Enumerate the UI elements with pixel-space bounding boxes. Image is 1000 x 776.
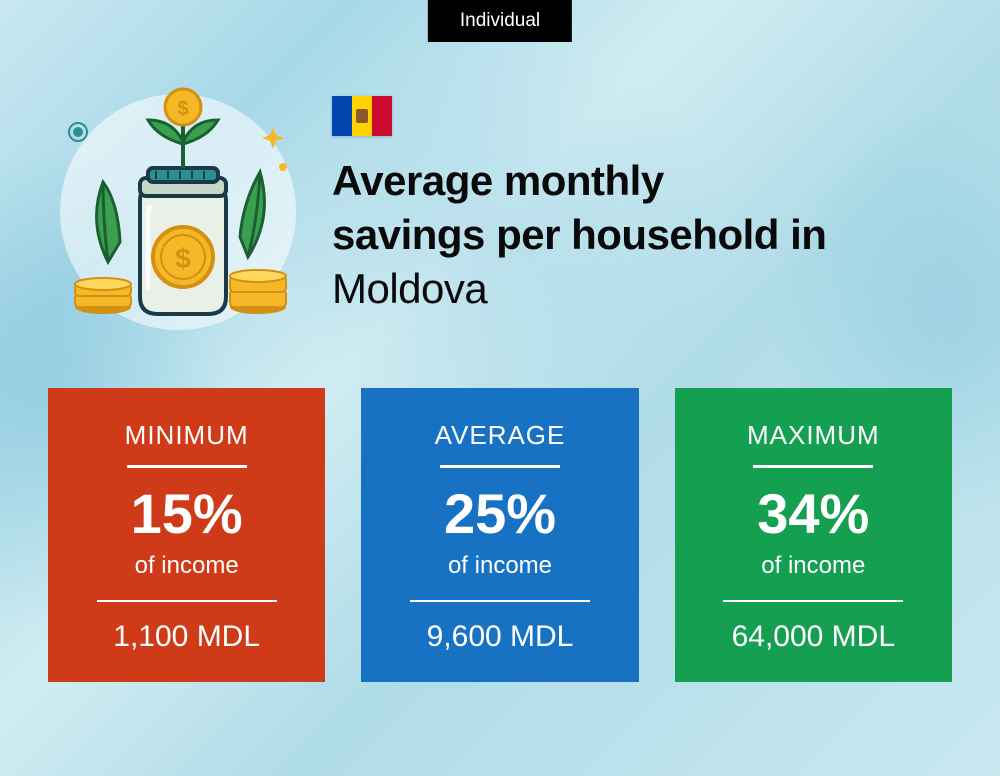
card-label: AVERAGE (435, 420, 566, 451)
flag-emblem (356, 109, 368, 123)
divider (410, 600, 590, 602)
card-sub: of income (761, 552, 865, 580)
title-block: Average monthly savings per household in… (332, 88, 952, 315)
card-minimum: MINIMUM 15% of income 1,100 MDL (48, 388, 325, 682)
title-line1: Average monthly (332, 157, 664, 204)
card-sub: of income (135, 552, 239, 580)
divider (127, 465, 247, 468)
card-percent: 15% (131, 486, 243, 542)
page-title: Average monthly savings per household in… (332, 154, 952, 315)
card-label: MINIMUM (125, 420, 249, 451)
title-line2: savings per household in (332, 211, 826, 258)
title-country: Moldova (332, 265, 487, 312)
card-percent: 25% (444, 486, 556, 542)
card-amount: 1,100 MDL (113, 620, 260, 654)
flag-stripe-red (372, 96, 392, 136)
divider (723, 600, 903, 602)
card-label: MAXIMUM (747, 420, 880, 451)
badge-label: Individual (460, 10, 540, 31)
card-amount: 64,000 MDL (732, 620, 895, 654)
stat-cards: MINIMUM 15% of income 1,100 MDL AVERAGE … (48, 388, 952, 682)
moldova-flag-icon (332, 96, 392, 136)
hero-section: $ $ Average monthly savings per househol… (48, 72, 952, 332)
savings-illustration: $ $ (48, 72, 308, 332)
card-average: AVERAGE 25% of income 9,600 MDL (361, 388, 638, 682)
category-badge: Individual (428, 0, 572, 42)
svg-text:$: $ (175, 243, 191, 274)
svg-text:$: $ (177, 98, 188, 120)
divider (440, 465, 560, 468)
flag-stripe-blue (332, 96, 352, 136)
card-amount: 9,600 MDL (427, 620, 574, 654)
card-percent: 34% (757, 486, 869, 542)
divider (97, 600, 277, 602)
card-maximum: MAXIMUM 34% of income 64,000 MDL (675, 388, 952, 682)
card-sub: of income (448, 552, 552, 580)
divider (753, 465, 873, 468)
